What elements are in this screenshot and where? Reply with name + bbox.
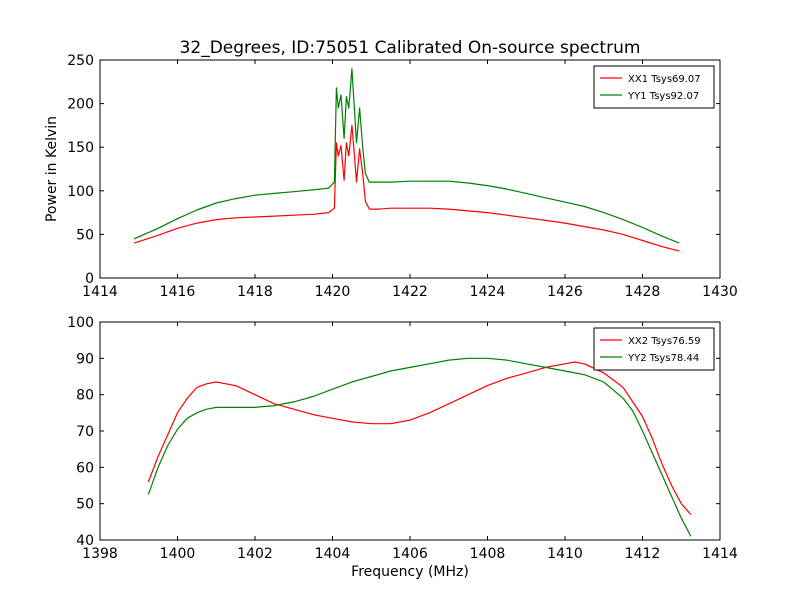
x-tick-label-1426: 1426 [547,284,583,300]
x-tick-label-1430: 1430 [702,284,738,300]
x-tick-label-1414: 1414 [702,546,738,562]
bottom-spectrum-panel: 1398 1400 1402 1404 1406 1408 1410 1412 1414 40 50… [67,315,738,580]
y-tick-label-60: 60 [76,460,94,476]
y-tick-label-100: 100 [67,184,94,200]
x-axis-label: Frequency (MHz) [351,564,469,580]
legend-box [593,327,715,371]
x-tick-label-1428: 1428 [625,284,661,300]
x-tick-label-1398: 1398 [82,546,118,562]
x-tick-label-1412: 1412 [625,546,661,562]
x-tick-label-1408: 1408 [470,546,506,562]
legend-label-2: YY1 Tsys92.07 [627,91,699,102]
y-tick-label-40: 40 [76,533,94,549]
series-line-2 [147,357,692,537]
y-tick-label-100: 100 [67,315,94,331]
y-tick-label-150: 150 [67,140,94,156]
y-tick-label-0: 0 [85,271,94,287]
legend: XX2 Tsys76.59 YY2 Tsys78.44 [593,327,715,371]
y-tick-label-80: 80 [76,388,94,404]
x-tick-label-1422: 1422 [392,284,428,300]
series-line-1 [147,361,692,515]
y-tick-label-250: 250 [67,53,94,69]
y-axis-label: Power in Kelvin [44,116,60,222]
legend-label-1: XX2 Tsys76.59 [628,336,701,347]
y-tick-label-90: 90 [76,351,94,367]
y-tick-label-50: 50 [76,227,94,243]
legend-label-2: YY2 Tsys78.44 [627,353,699,364]
x-tick-label-1402: 1402 [237,546,273,562]
x-tick-label-1420: 1420 [315,284,351,300]
x-tick-label-1406: 1406 [392,546,428,562]
y-tick-label-200: 200 [67,97,94,113]
x-tick-label-1416: 1416 [160,284,196,300]
series-line-1 [133,124,680,252]
x-tick-label-1424: 1424 [470,284,506,300]
y-tick-label-70: 70 [76,424,94,440]
x-tick-label-1404: 1404 [315,546,351,562]
legend: XX1 Tsys69.07 YY1 Tsys92.07 [593,65,715,109]
figure-title: 32_Degrees, ID:75051 Calibrated On-sourc… [180,38,641,58]
x-tick-label-1418: 1418 [237,284,273,300]
legend-label-1: XX1 Tsys69.07 [628,74,701,85]
x-tick-label-1414: 1414 [82,284,118,300]
series-line-2 [133,68,680,244]
x-tick-label-1410: 1410 [547,546,583,562]
legend-box [593,65,715,109]
y-tick-label-50: 50 [76,497,94,513]
x-tick-label-1400: 1400 [160,546,196,562]
top-spectrum-panel: 1414 1416 1418 1420 1422 1424 1426 1428 1430 0 50 1… [44,53,738,300]
